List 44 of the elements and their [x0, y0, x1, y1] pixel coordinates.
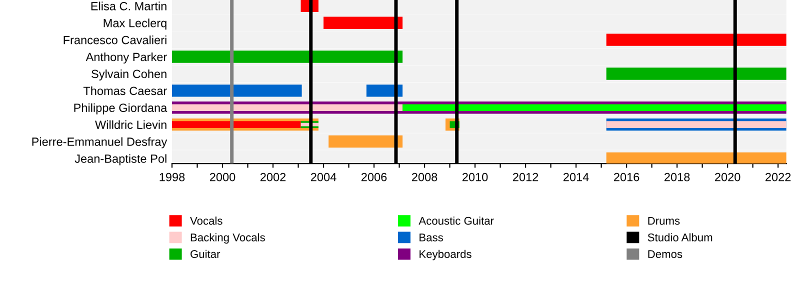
bar [172, 104, 403, 112]
bar [172, 50, 403, 63]
y-tick-label: Francesco Cavalieri [64, 36, 166, 44]
bar [606, 121, 786, 128]
x-tick-label: 2008 [412, 172, 438, 182]
x-tick-label: 2000 [210, 172, 236, 182]
x-tick-label: 2006 [361, 172, 387, 182]
y-tick-label: Jean-Baptiste Pol [74, 154, 166, 166]
x-tick-label: 2004 [310, 172, 336, 182]
bar [324, 16, 403, 29]
x-tick-label: 2012 [513, 172, 538, 182]
x-tick-label: 2016 [614, 172, 640, 182]
x-tick-label: 2022 [766, 172, 791, 182]
legend-label: Vocals [190, 216, 222, 225]
bar [328, 135, 403, 148]
bar [172, 121, 301, 128]
legend-label: Acoustic Guitar [418, 216, 494, 225]
x-tick-label: 2002 [260, 172, 286, 182]
y-tick-label: Max Leclerq [104, 18, 166, 30]
x-tick-label: 2018 [664, 172, 690, 182]
bar [172, 84, 302, 97]
y-tick-label: Anthony Parker [86, 52, 167, 64]
y-tick-label: Philippe Giordana [74, 103, 168, 114]
y-tick-label: Elisa C. Martin [91, 2, 166, 10]
bar [606, 34, 786, 46]
x-tick-label: 1998 [160, 172, 185, 182]
x-tick-label: 2014 [564, 172, 589, 182]
y-tick-label: Thomas Caesar [83, 86, 167, 96]
y-tick-label: Sylvain Cohen [92, 69, 166, 80]
bar [606, 68, 786, 80]
bar [402, 104, 786, 112]
bar [366, 84, 403, 97]
bar [606, 152, 786, 164]
x-tick-label: 2020 [715, 172, 740, 182]
legend-label: Studio Album [648, 233, 712, 242]
legend-label: Guitar [190, 250, 220, 258]
x-tick-label: 2010 [462, 172, 488, 182]
legend-label: Drums [648, 216, 680, 225]
y-tick-label: Pierre-Emmanuel Desfray [32, 137, 168, 148]
legend-label: Keyboards [420, 250, 472, 260]
legend-label: Backing Vocals [190, 233, 265, 244]
legend-label: Bass [420, 234, 443, 242]
legend-label: Demos [648, 250, 682, 258]
y-tick-label: Willdric Lievin [95, 120, 166, 129]
